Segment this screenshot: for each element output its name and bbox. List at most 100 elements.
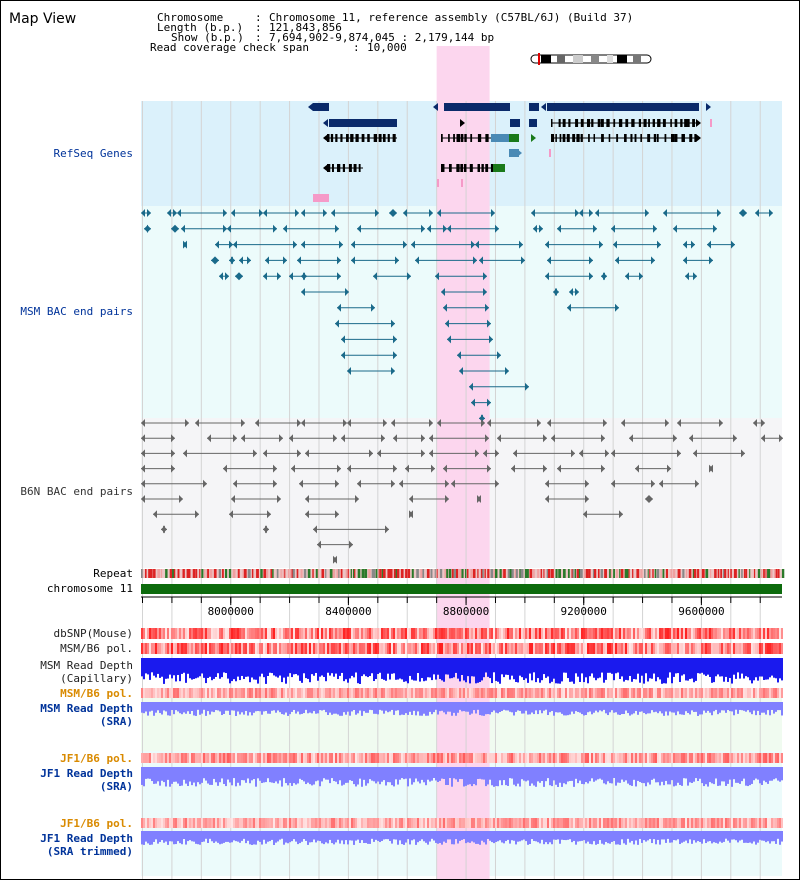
jf1-sra-depth-bar	[445, 767, 447, 785]
msm-pol-2-heat	[641, 688, 643, 698]
msm-pol-heat	[659, 643, 661, 654]
jf1-trimmed-depth-bar	[291, 831, 293, 842]
jf1-pol-heat	[555, 753, 557, 763]
repeat-element	[303, 569, 307, 578]
jf1-sra-depth-bar	[535, 767, 537, 787]
msm-capillary-depth-bar	[607, 658, 609, 673]
gene-feature	[313, 103, 329, 111]
dbsnp-heat	[451, 628, 453, 639]
msm-bac-end	[233, 240, 237, 249]
msm-capillary-depth-bar	[329, 658, 331, 676]
dbsnp-heat	[421, 628, 423, 639]
msm-sra-depth-bar	[223, 702, 225, 714]
jf1-pol-heat	[491, 753, 493, 763]
msm-capillary-depth-bar	[345, 658, 347, 680]
msm-pol-heat	[263, 643, 265, 654]
msm-pol-heat	[615, 643, 617, 654]
jf1-pol-heat	[553, 753, 555, 763]
msm-pol-2-heat	[613, 688, 615, 698]
msm-capillary-depth-bar	[405, 658, 407, 682]
msm-capillary-depth-bar	[747, 658, 749, 678]
jf1-sra-depth-bar	[305, 767, 307, 785]
msm-sra-depth-bar	[385, 702, 387, 711]
msm-pol-2-heat	[337, 688, 339, 698]
msm-pol-heat	[141, 643, 143, 654]
jf1-trimmed-depth-bar	[193, 831, 195, 842]
dbsnp-heat	[431, 628, 433, 639]
msm-capillary-depth-bar	[505, 658, 507, 675]
jf1-pol-heat	[339, 753, 341, 763]
msm-pol-2-heat	[467, 688, 469, 698]
jf1-pol-2-heat	[505, 818, 507, 828]
msm-pol-2-heat	[473, 688, 475, 698]
msm-pol-heat	[697, 643, 699, 654]
jf1-sra-depth-bar	[251, 767, 253, 781]
dbsnp-heat	[595, 628, 597, 639]
msm-capillary-depth-bar	[291, 658, 293, 678]
msm-pol-heat	[495, 643, 497, 654]
msm-pol-heat	[339, 643, 341, 654]
jf1-pol-2-heat	[653, 818, 655, 828]
msm-pol-heat	[647, 643, 649, 654]
jf1-pol-heat	[569, 753, 571, 763]
msm-pol-heat	[223, 643, 225, 654]
b6n-bac-end	[733, 434, 737, 443]
dbsnp-heat	[383, 628, 385, 639]
msm-capillary-depth-bar	[419, 658, 421, 682]
msm-sra-depth-bar	[177, 702, 179, 712]
repeat-element	[321, 569, 325, 578]
msm-sra-depth-bar	[305, 702, 307, 710]
jf1-pol-2-heat	[689, 818, 691, 828]
b6n-bac-end	[543, 434, 547, 443]
msm-sra-depth-bar	[513, 702, 515, 716]
dbsnp-heat	[151, 628, 153, 639]
msm-capillary-depth-bar	[467, 658, 469, 677]
jf1-trimmed-depth-bar	[559, 831, 561, 844]
msm-bac-end	[395, 256, 399, 265]
msm-capillary-depth-bar	[427, 658, 429, 678]
jf1-pol-heat	[409, 753, 411, 763]
jf1-sra-depth-bar	[559, 767, 561, 783]
msm-sra-depth-bar	[563, 702, 565, 716]
msm-pol-2-heat	[417, 688, 419, 698]
chromosome-ideogram[interactable]	[529, 53, 655, 65]
repeat-element	[461, 569, 464, 578]
msm-sra-depth-bar	[515, 702, 517, 712]
dbsnp-heat	[409, 628, 411, 639]
dbsnp-heat	[623, 628, 625, 639]
dbsnp-heat	[753, 628, 755, 639]
jf1-pol-heat	[761, 753, 763, 763]
jf1-pol-2-heat	[233, 818, 235, 828]
jf1-pol-2-heat	[779, 818, 781, 828]
msm-bac-end	[345, 288, 349, 296]
repeat-element	[757, 569, 761, 578]
dbsnp-heat	[775, 628, 777, 639]
msm-bac-end	[335, 224, 339, 233]
msm-pol-heat	[259, 643, 261, 654]
length-value: 121,843,856	[269, 21, 342, 34]
msm-pol-2-heat	[563, 688, 565, 698]
b6n-bac-end	[677, 419, 681, 427]
msm-pol-2-heat	[707, 688, 709, 698]
jf1-sra-depth-bar	[545, 767, 547, 782]
jf1-trimmed-depth-bar	[451, 831, 453, 845]
jf1-trimmed-depth-bar	[145, 831, 147, 842]
jf1-trimmed-depth-bar	[563, 831, 565, 841]
msm-pol-2-heat	[269, 688, 271, 698]
b6n-bac-end	[475, 449, 479, 458]
jf1-pol-2-heat	[261, 818, 263, 828]
jf1-pol-2-heat	[405, 818, 407, 828]
msm-pol-heat	[301, 643, 303, 654]
msm-pol-heat	[679, 643, 681, 654]
msm-pol-heat	[733, 643, 735, 654]
jf1-pol-heat	[735, 753, 737, 763]
msm-pol-2-heat	[259, 688, 261, 698]
msm-sra-depth-bar	[331, 702, 333, 715]
msm-capillary-depth-bar	[201, 658, 203, 674]
dbsnp-heat	[529, 628, 531, 639]
repeat-element	[372, 569, 376, 578]
msm-pol-heat	[779, 643, 781, 654]
dbsnp-heat	[525, 628, 527, 639]
msm-pol-2-heat	[751, 688, 753, 698]
